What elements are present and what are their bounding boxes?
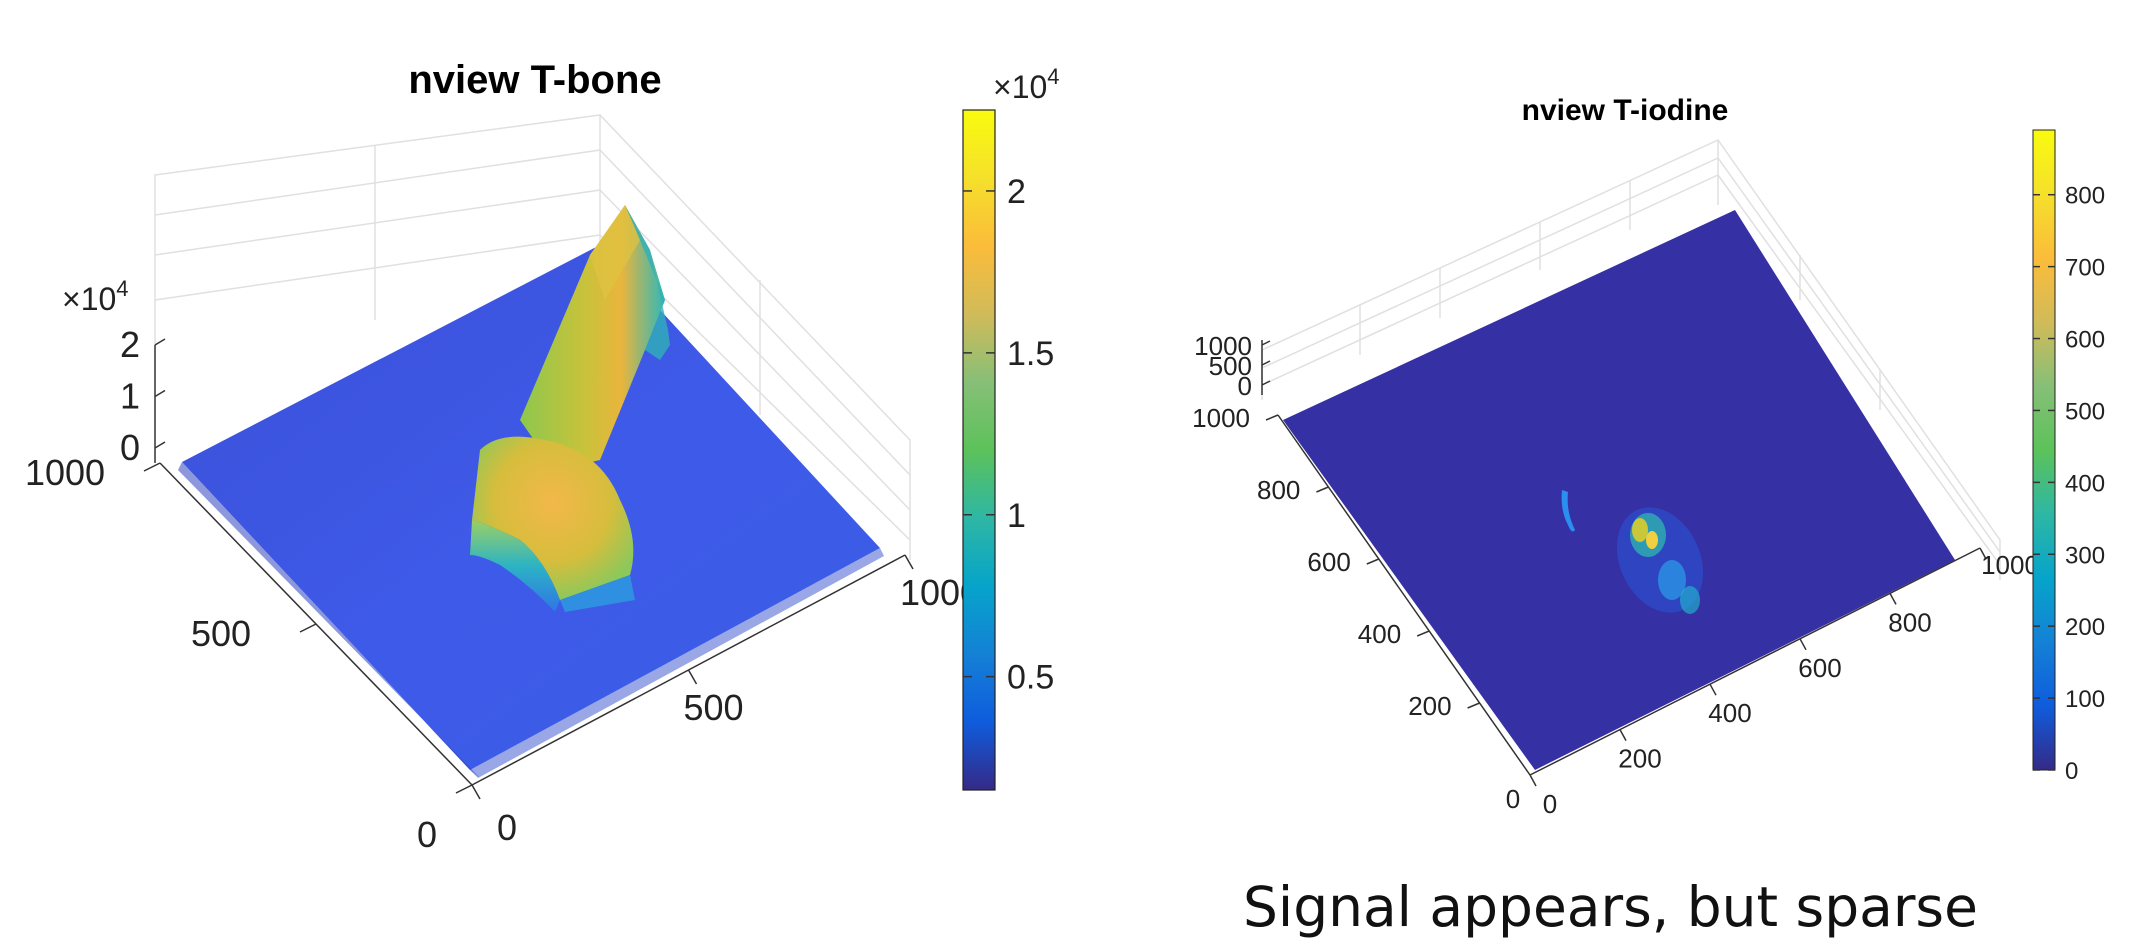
x-tick-mark	[1979, 547, 1987, 560]
z-tick-mark	[154, 441, 166, 449]
x-tick-label: 600	[1798, 653, 1841, 683]
left-colorbar-exponent: ×104	[993, 64, 1060, 105]
z-tick-mark	[1261, 340, 1271, 346]
x-tick-mark	[1889, 593, 1897, 605]
x-tick-label: 0	[497, 807, 517, 848]
colorbar-tick-label: 300	[2065, 542, 2105, 569]
colorbar-tick-label: 800	[2065, 183, 2105, 210]
left-tick-marks	[143, 338, 914, 800]
left-z-exponent: ×104	[62, 276, 129, 317]
colorbar-tick-label: 2	[1007, 173, 1026, 211]
z-tick-label: 500	[1209, 351, 1252, 381]
colorbar-tick-label: 600	[2065, 327, 2105, 354]
colorbar-tick-label: 0	[2065, 758, 2078, 785]
y-tick-mark	[1467, 702, 1480, 709]
right-plot-title: nview T-iodine	[1522, 94, 1729, 127]
left-blob	[472, 436, 634, 600]
x-tick-label: 500	[683, 687, 743, 728]
colorbar-tick-label: 100	[2065, 686, 2105, 713]
colorbar-tick-label: 700	[2065, 255, 2105, 282]
z-tick-label: 1	[120, 376, 140, 417]
x-tick-mark	[471, 784, 481, 800]
y-tick-mark	[1316, 486, 1329, 493]
colorbar-tick-label: 1	[1007, 497, 1026, 535]
colorbar-tick-label: 200	[2065, 614, 2105, 641]
z-tick-label: 0	[1238, 371, 1252, 401]
x-tick-label: 200	[1618, 744, 1661, 774]
y-tick-mark	[455, 784, 473, 794]
right-floor	[1283, 210, 1955, 770]
z-tick-label: 2	[120, 324, 140, 365]
z-tick-mark	[1261, 360, 1271, 366]
right-colorbar	[2032, 129, 2056, 771]
left-plot-title: nview T-bone	[408, 58, 661, 102]
y-tick-label: 800	[1257, 475, 1300, 505]
left-colorbar-ticks: 0.5 1 1.5 2	[963, 173, 1054, 697]
right-axes	[1261, 340, 1981, 776]
colorbar-tick-label: 0.5	[1007, 659, 1054, 697]
z-tick-mark	[1261, 380, 1271, 386]
x-tick-label: 400	[1708, 698, 1751, 728]
x-tick-mark	[687, 669, 698, 685]
x-tick-mark	[1529, 774, 1537, 787]
caption: Signal appears, but sparse	[1243, 875, 1978, 939]
x-tick-mark	[904, 554, 914, 570]
left-plot: nview T-bone	[25, 58, 1060, 855]
z-tick-mark	[154, 389, 166, 398]
x-tick-mark	[1619, 729, 1627, 741]
z-tick-label: 1000	[1194, 331, 1252, 361]
z-tick-label: 0	[120, 427, 140, 468]
z-tick-mark	[154, 338, 166, 346]
y-tick-label: 1000	[25, 452, 105, 493]
right-colorbar-ticks: 0 100 200 300 400 500 600 700 800	[2033, 183, 2105, 785]
x-tick-label: 1000	[1981, 550, 2039, 580]
right-tick-labels: 0200400600800100002004006008001000050010…	[1192, 331, 2039, 819]
right-plot: nview T-iodine	[1192, 94, 2105, 819]
left-colorbar	[962, 109, 996, 791]
x-tick-label: 800	[1888, 607, 1931, 637]
x-tick-mark	[1799, 638, 1807, 651]
origin-tick-label: 0	[1506, 784, 1520, 814]
y-tick-label: 500	[191, 613, 251, 654]
y-tick-mark	[1416, 630, 1430, 637]
x-tick-label: 0	[1543, 789, 1557, 819]
x-tick-mark	[1709, 683, 1717, 696]
y-tick-label: 1000	[1192, 403, 1250, 433]
y-tick-mark	[1265, 414, 1279, 421]
y-tick-label: 200	[1408, 691, 1451, 721]
colorbar-tick-label: 400	[2065, 470, 2105, 497]
colorbar-tick-label: 500	[2065, 398, 2105, 425]
y-tick-mark	[143, 462, 161, 472]
left-ridge	[520, 205, 665, 470]
colorbar-tick-label: 1.5	[1007, 335, 1054, 373]
right-signal	[1561, 490, 1704, 614]
y-tick-label: 400	[1358, 619, 1401, 649]
y-tick-label: 600	[1307, 547, 1350, 577]
y-tick-mark	[299, 623, 317, 633]
y-tick-label: 0	[417, 814, 437, 855]
right-tick-marks	[1261, 340, 1987, 787]
y-tick-mark	[1366, 558, 1380, 565]
